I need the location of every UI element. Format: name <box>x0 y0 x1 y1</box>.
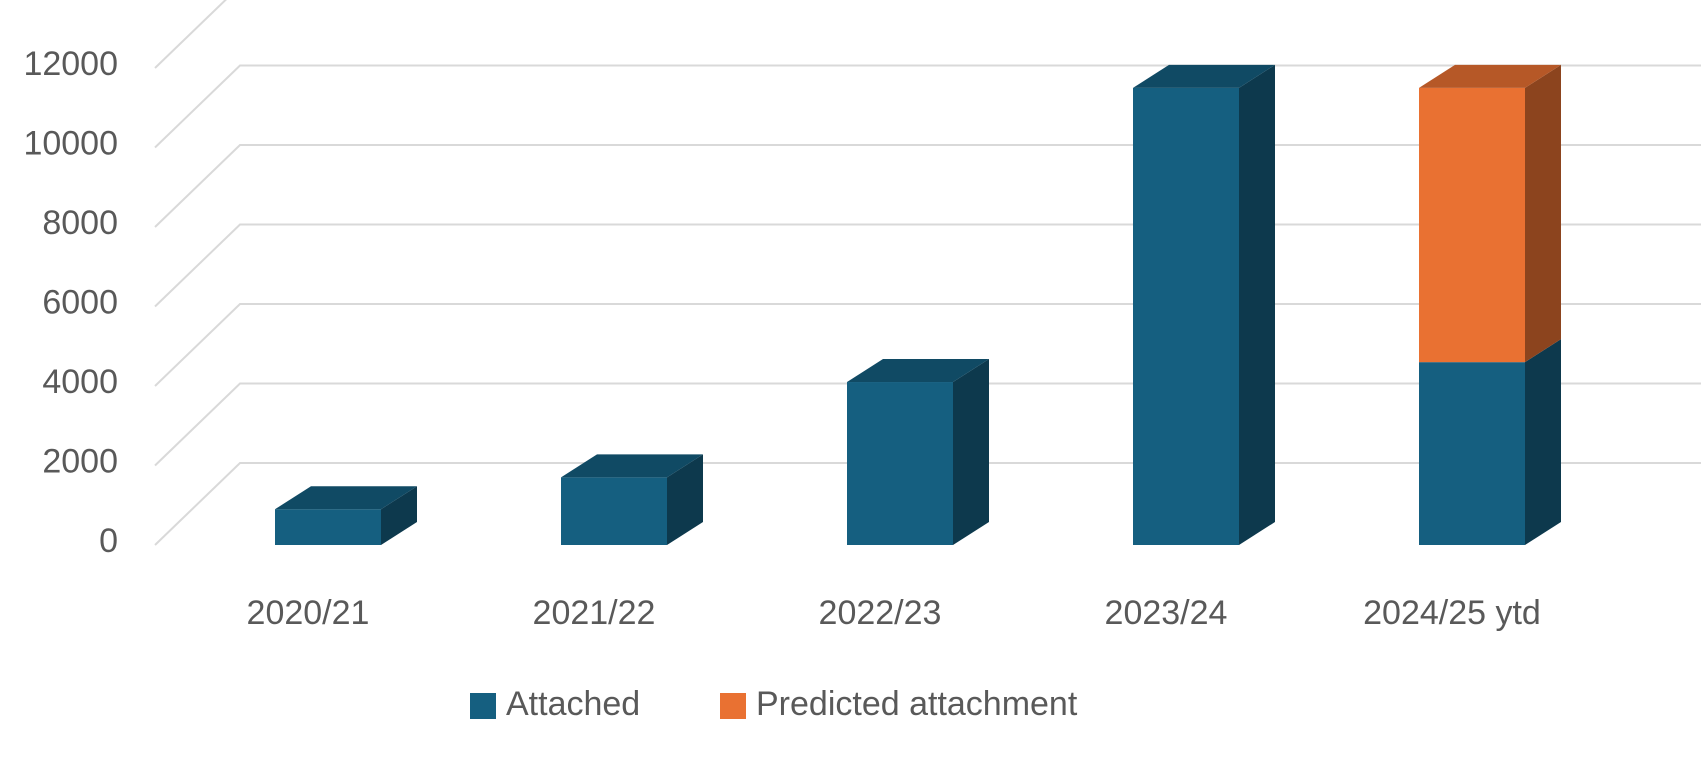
y-tick-label: 12000 <box>23 45 118 83</box>
bar-attached-2022-23 <box>847 382 953 545</box>
y-tick-label: 10000 <box>23 124 118 162</box>
x-tick-label: 2020/21 <box>247 594 370 632</box>
x-tick-label: 2023/24 <box>1105 594 1228 632</box>
gridline <box>154 0 227 69</box>
legend-label-predicted-attachment: Predicted attachment <box>756 685 1078 723</box>
bar-predicted-attachment-2024-25-ytd-top <box>1419 64 1561 88</box>
bar-attached-2020-21-top <box>275 486 417 510</box>
bars <box>275 64 1561 545</box>
y-axis-tick-labels: 0 2000 4000 6000 8000 10000 12000 <box>23 45 118 560</box>
y-tick-label: 6000 <box>42 283 118 321</box>
y-tick-label: 0 <box>99 522 118 560</box>
x-axis-tick-labels: 2020/21 2021/22 2022/23 2023/24 2024/25 ytd <box>247 594 1541 632</box>
y-tick-label: 8000 <box>42 204 118 242</box>
bar-attached-2020-21-side <box>381 486 417 545</box>
x-tick-label: 2024/25 ytd <box>1363 594 1541 632</box>
bar-attached-2021-22 <box>561 477 667 545</box>
bar-attached-2022-23-side <box>953 359 989 545</box>
legend-swatch-attached <box>470 693 496 719</box>
bar-attached-2021-22-top <box>561 454 703 478</box>
bar-attached-2023-24-top <box>1133 64 1275 88</box>
legend-swatch-predicted-attachment <box>720 693 746 719</box>
legend: Attached Predicted attachment <box>470 685 1078 723</box>
y-tick-label: 2000 <box>42 442 118 480</box>
legend-label-attached: Attached <box>506 685 640 723</box>
bar-attached-2023-24-side <box>1239 64 1275 545</box>
bar-predicted-attachment-2024-25-ytd-side <box>1525 64 1561 363</box>
x-tick-label: 2021/22 <box>533 594 656 632</box>
bar-attached-2024-25-ytd <box>1419 362 1525 545</box>
bar-attached-2020-21 <box>275 509 381 545</box>
x-tick-label: 2022/23 <box>819 594 942 632</box>
bar-attached-2021-22-side <box>667 454 703 545</box>
bar-attached-2023-24 <box>1133 87 1239 545</box>
bar-attached-2022-23-top <box>847 359 989 383</box>
bar-predicted-attachment-2024-25-ytd <box>1419 87 1525 363</box>
bar-attached-2024-25-ytd-side <box>1525 339 1561 545</box>
y-tick-label: 4000 <box>42 363 118 401</box>
